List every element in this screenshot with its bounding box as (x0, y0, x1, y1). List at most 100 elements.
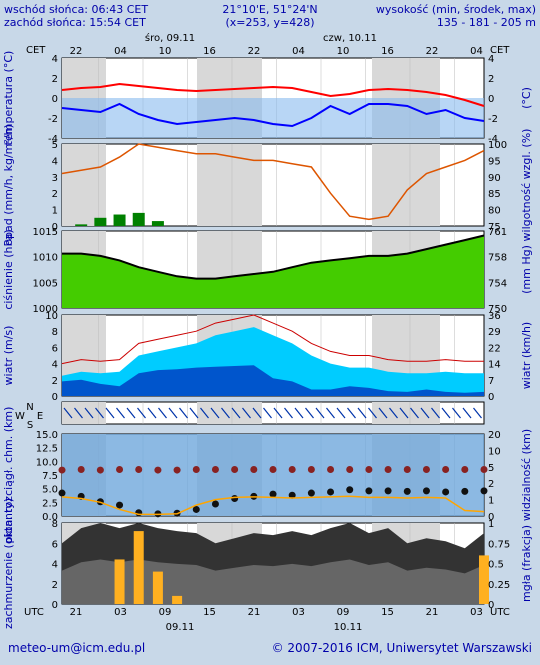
wind-arrow (63, 407, 73, 419)
fog-bar (479, 555, 489, 604)
precip-bar (94, 217, 107, 226)
cloud-top-point (384, 466, 392, 474)
wind-arrow (179, 407, 188, 419)
cloud-top-point (154, 466, 162, 474)
cloud-base-point (346, 486, 354, 494)
fog-bar (152, 571, 163, 604)
footer-email[interactable]: meteo-um@icm.edu.pl (8, 641, 145, 655)
wind-arrow (210, 407, 220, 419)
cloud-base-point (461, 487, 469, 495)
wind-arrow (431, 407, 440, 419)
wind-arrow (252, 407, 262, 419)
right-axis-label: wilgotność wzgl. (%) (520, 129, 533, 242)
elevation-label: wysokość (min, środek, max) (376, 3, 536, 16)
right-tick: 754 (488, 278, 507, 289)
compass-n: N (26, 402, 33, 413)
right-tick: 10 (488, 446, 501, 457)
left-tick: 2 (52, 580, 58, 591)
cloud-top-point (250, 466, 258, 474)
top-hour-label: 16 (381, 46, 394, 57)
cloud-top-point (403, 466, 411, 474)
grid-text: (x=253, y=428) (225, 16, 314, 29)
right-axis-label: (°C) (520, 87, 533, 109)
right-tick: 2 (488, 479, 494, 490)
right-tick: 90 (488, 173, 501, 184)
precip-bar (151, 221, 164, 226)
wind-arrow (263, 407, 272, 419)
left-tick: -4 (48, 134, 58, 145)
right-axis-label: wiatr (km/h) (520, 322, 533, 389)
bottom-hour-label: 21 (426, 607, 439, 618)
fog-bar (172, 595, 183, 604)
wind-arrow (95, 407, 104, 419)
cloud-top-point (327, 466, 335, 474)
temperature-line (61, 82, 485, 107)
left-tick: 8 (52, 519, 58, 530)
left-tick: 0 (52, 94, 58, 105)
right-axis-label: widzialność (km) (520, 429, 533, 521)
cloud-base-point (58, 489, 66, 497)
left-tick: 1000 (33, 304, 58, 315)
elevation-values: 135 - 181 - 205 m (437, 16, 536, 29)
cloud-top-point (192, 466, 200, 474)
wind-arrow (158, 407, 167, 419)
night-band (62, 402, 106, 424)
left-tick: 6 (52, 539, 58, 550)
bottom-hour-label: 03 (114, 607, 127, 618)
cloud-base-point (307, 489, 315, 497)
day1-label: śro, 09.11 (145, 32, 195, 44)
night-band (62, 144, 106, 226)
top-hour-label: 10 (337, 46, 350, 57)
left-tick: 0 (52, 222, 58, 233)
wind-arrow (242, 407, 251, 419)
left-tick: 4 (52, 560, 58, 571)
left-tick: 6 (52, 343, 58, 354)
top-hour-label: 04 (292, 46, 305, 57)
fog-bar (133, 531, 144, 604)
cloud-base-point (442, 488, 450, 496)
bottom-hour-label: 21 (70, 607, 83, 618)
wind-arrow (147, 407, 157, 419)
wind-arrow (410, 407, 419, 419)
right-tick: 5 (488, 463, 494, 474)
cloud-base-point (135, 509, 143, 517)
left-tick: 8 (52, 327, 58, 338)
wind-arrow (347, 407, 356, 419)
right-axis-label: (mm Hg) (520, 245, 533, 294)
right-tick: 95 (488, 156, 501, 167)
wind-arrow (315, 407, 325, 419)
left-axis-label: ciśnienie (hPa) (2, 229, 15, 309)
right-tick: 0 (488, 600, 494, 611)
cloud-top-point (96, 466, 104, 474)
right-tick: 2 (488, 74, 494, 85)
wind-arrow (357, 407, 367, 419)
wind-arrow (378, 407, 388, 419)
top-hour-label: 22 (70, 46, 83, 57)
tz-right-bottom: UTC (490, 607, 510, 618)
left-axis-label: zachmurzenie (oktanty) (2, 498, 15, 629)
night-band (197, 144, 262, 226)
top-hour-label: 04 (470, 46, 483, 57)
wind-arrow (200, 407, 209, 419)
cloud-top-point (77, 466, 85, 474)
wind-arrow (168, 407, 178, 419)
wind-arrow (368, 407, 377, 419)
right-tick: 0.5 (488, 560, 504, 571)
left-tick: 10 (45, 311, 58, 322)
date1-label: 09.11 (166, 622, 195, 633)
right-tick: 0.75 (488, 539, 510, 550)
dewpoint-line (61, 102, 485, 128)
right-axis-label: mgła (frakcja) (520, 525, 533, 602)
wind-arrow (231, 407, 241, 419)
left-tick: 1015 (33, 227, 58, 238)
top-hour-label: 22 (426, 46, 439, 57)
wind-arrow (441, 407, 451, 419)
right-tick: 1 (488, 519, 494, 530)
wind-area (62, 365, 484, 396)
left-tick: 7.5 (42, 471, 58, 482)
pressure-area (62, 235, 484, 308)
wind-arrow (116, 407, 125, 419)
precip-bar (132, 212, 145, 226)
cloud-top-point (173, 466, 181, 474)
cloud-base-point (384, 487, 392, 495)
